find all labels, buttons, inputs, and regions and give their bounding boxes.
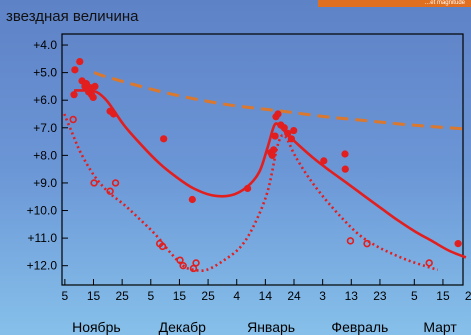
- open-point: [179, 261, 187, 270]
- y-tick-label: +10.0: [27, 204, 58, 218]
- x-tick-label: 23: [373, 289, 387, 303]
- observed-point: [454, 240, 462, 248]
- observed-point: [244, 184, 252, 193]
- x-tick-label: 25: [465, 289, 471, 303]
- open-point: [106, 187, 114, 195]
- x-tick-label: 14: [259, 289, 273, 303]
- x-tick-label: 4: [233, 289, 240, 303]
- observed-point: [284, 129, 292, 137]
- y-tick-label: +5.0: [33, 66, 57, 80]
- month-label: Ноябрь: [72, 319, 121, 335]
- axis-ticks: [62, 44, 444, 285]
- y-tick-label: +4.0: [33, 38, 57, 52]
- corner-tab: …et magnitude: [318, 0, 471, 7]
- open-point: [425, 259, 433, 267]
- prediction-line: [93, 71, 469, 131]
- open-point: [192, 259, 200, 267]
- trend-lines: [63, 71, 469, 272]
- observed-point: [91, 82, 99, 91]
- x-tick-label: 5: [411, 289, 418, 303]
- x-tick-label: 24: [287, 289, 301, 303]
- month-label: Январь: [247, 319, 295, 335]
- open-point: [363, 239, 371, 248]
- y-tick-label: +7.0: [33, 121, 57, 135]
- y-tick-label: +9.0: [33, 176, 57, 190]
- faint-trend-line: [63, 113, 439, 272]
- observed-point: [268, 151, 276, 159]
- open-point: [176, 256, 184, 264]
- x-tick-label: 15: [436, 289, 450, 303]
- open-point: [158, 242, 167, 251]
- observed-point: [71, 66, 79, 74]
- y-axis-title: звездная величина: [6, 8, 139, 25]
- observed-point: [188, 195, 196, 204]
- x-tick-label: 5: [147, 289, 154, 303]
- x-tick-label: 13: [345, 289, 359, 303]
- observed-point: [341, 150, 349, 158]
- observed-point: [76, 57, 84, 66]
- data-points: [69, 57, 462, 273]
- observed-point: [274, 110, 282, 118]
- x-tick-label: 15: [87, 289, 101, 303]
- observed-point: [270, 146, 278, 154]
- x-tick-label: 5: [62, 289, 69, 303]
- observed-point: [109, 110, 118, 118]
- observed-point: [160, 135, 168, 143]
- open-point: [90, 179, 98, 187]
- month-label: Декабр: [159, 319, 207, 335]
- observed-point: [341, 165, 349, 173]
- month-label: Февраль: [331, 319, 388, 335]
- observed-point: [271, 132, 279, 140]
- observed-point: [89, 93, 97, 102]
- observed-point: [287, 135, 296, 143]
- x-tick-label: 15: [173, 289, 187, 303]
- observed-trend-line: [73, 89, 467, 259]
- plot-area: [61, 33, 464, 286]
- observed-point: [280, 124, 288, 132]
- open-point: [69, 115, 77, 124]
- x-tick-label: 25: [201, 289, 215, 303]
- y-tick-label: +6.0: [33, 93, 57, 107]
- observed-point: [290, 126, 298, 135]
- y-tick-label: +12.0: [27, 259, 58, 273]
- y-tick-label: +8.0: [33, 148, 57, 162]
- open-point: [346, 237, 355, 245]
- axis-labels: +4.0 +5.0 +6.0 +7.0 +8.0 +9.0 +10.0 +11.0 +12.0 5…: [27, 38, 471, 335]
- observed-point: [320, 157, 328, 165]
- x-tick-label: 25: [115, 289, 129, 303]
- month-label: Март: [423, 319, 457, 335]
- open-point: [111, 179, 120, 187]
- y-tick-label: +11.0: [28, 231, 58, 245]
- x-tick-label: 3: [319, 289, 326, 303]
- observed-point: [70, 91, 78, 99]
